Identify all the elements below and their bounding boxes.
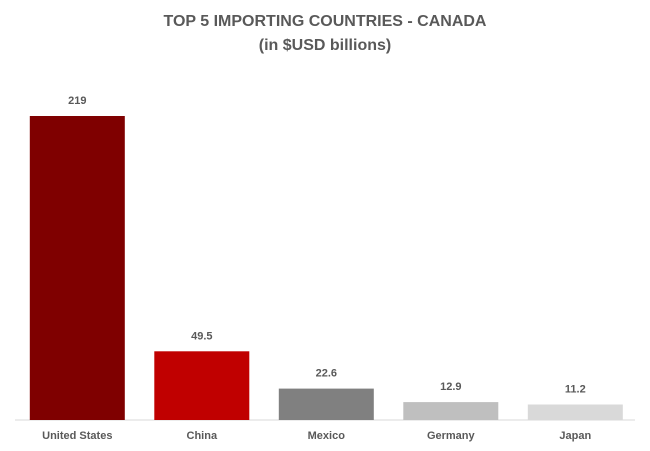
bar-china (154, 351, 250, 420)
x-tick-label-germany: Germany (427, 430, 476, 442)
x-tick-label-mexico: Mexico (308, 430, 346, 442)
x-tick-label-china: China (187, 430, 218, 442)
chart-subtitle: (in $USD billions) (258, 37, 392, 54)
data-label-mexico: 22.6 (316, 368, 337, 380)
x-tick-label-japan: Japan (559, 430, 591, 442)
x-tick-label-united-states: United States (42, 430, 112, 442)
chart-title: TOP 5 IMPORTING COUNTRIES - CANADA (163, 13, 487, 30)
data-label-united-states: 219 (68, 95, 86, 107)
bar-germany (403, 402, 499, 420)
data-label-china: 49.5 (191, 330, 212, 342)
bar-mexico (278, 388, 374, 420)
bar-united-states (29, 116, 125, 420)
bar-japan (527, 404, 623, 420)
data-label-germany: 12.9 (440, 381, 461, 393)
data-label-japan: 11.2 (565, 384, 586, 396)
